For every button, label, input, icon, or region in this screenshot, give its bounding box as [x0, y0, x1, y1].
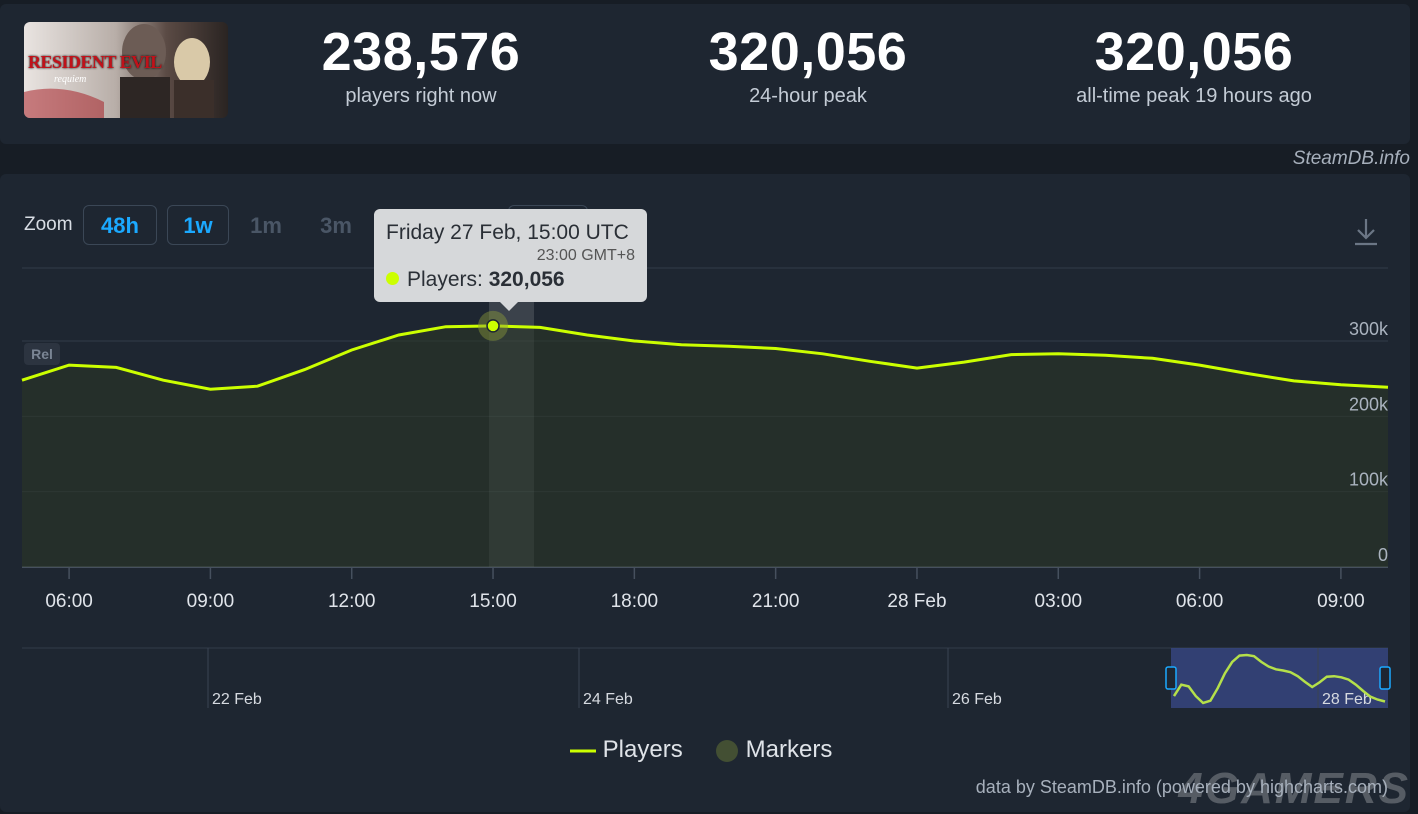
legend-item-markers[interactable]: Markers	[715, 736, 832, 764]
legend-item-players[interactable]: Players	[570, 736, 683, 764]
y-tick-label: 100k	[1349, 470, 1389, 490]
y-tick-label: 300k	[1349, 319, 1389, 339]
data-credit[interactable]: data by SteamDB.info (powered by highcha…	[976, 777, 1388, 798]
tooltip-series-label: Players:	[407, 268, 483, 291]
y-tick-label: 200k	[1349, 394, 1389, 414]
tooltip-value-row: Players: 320,056	[386, 268, 565, 292]
tooltip-date: Friday 27 Feb, 15:00 UTC	[386, 221, 629, 245]
x-tick-label: 03:00	[1035, 591, 1083, 612]
navigator-handle-left[interactable]	[1166, 667, 1176, 689]
chart-tooltip: Friday 27 Feb, 15:00 UTC 23:00 GMT+8 Pla…	[374, 209, 647, 302]
legend-label: Players	[603, 736, 683, 763]
rel-badge[interactable]: Rel	[24, 343, 60, 365]
navigator-label: 24 Feb	[583, 691, 633, 708]
tooltip-timezone: 23:00 GMT+8	[537, 247, 635, 265]
y-tick-label: 0	[1378, 545, 1388, 565]
navigator-label: 22 Feb	[212, 691, 262, 708]
x-tick-label: 09:00	[1317, 591, 1365, 612]
navigator-label: 26 Feb	[952, 691, 1002, 708]
x-tick-label: 09:00	[187, 591, 235, 612]
legend-line-icon	[570, 743, 596, 759]
tooltip-arrow	[499, 301, 519, 311]
x-tick-label: 15:00	[469, 591, 517, 612]
x-tick-label: 06:00	[45, 591, 93, 612]
x-tick-label: 06:00	[1176, 591, 1224, 612]
x-tick-label: 12:00	[328, 591, 376, 612]
x-tick-label: 18:00	[611, 591, 659, 612]
x-tick-label: 21:00	[752, 591, 800, 612]
series-dot-icon	[386, 272, 399, 285]
tooltip-value: 320,056	[489, 268, 565, 291]
legend-circle-icon	[715, 739, 739, 763]
legend-label: Markers	[746, 736, 833, 763]
x-tick-label: 28 Feb	[887, 591, 946, 612]
highlight-point	[487, 320, 499, 332]
navigator-handle-right[interactable]	[1380, 667, 1390, 689]
